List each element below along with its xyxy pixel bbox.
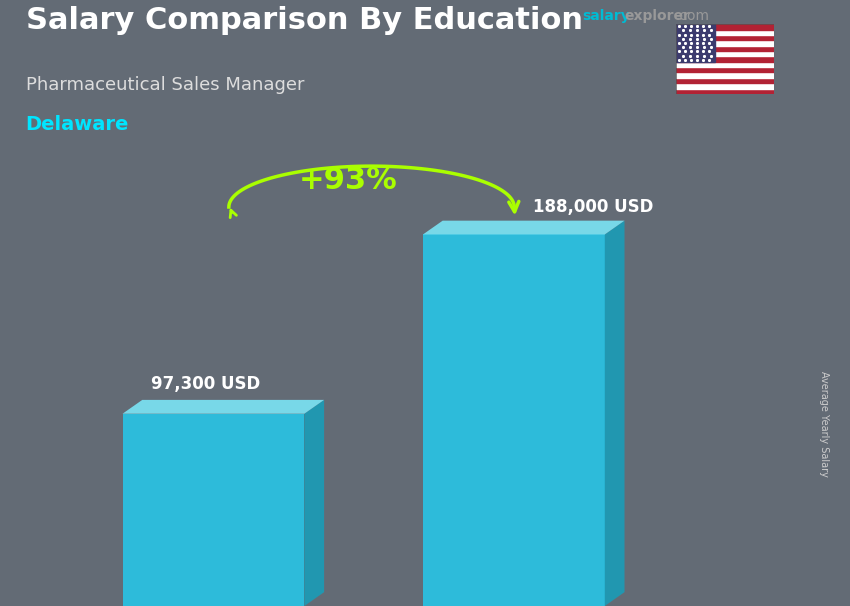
Text: Pharmaceutical Sales Manager: Pharmaceutical Sales Manager — [26, 76, 304, 94]
Bar — [676, 45, 774, 51]
Bar — [676, 30, 774, 35]
Text: Salary Comparison By Education: Salary Comparison By Education — [26, 6, 582, 35]
Bar — [676, 67, 774, 73]
Text: salary: salary — [582, 9, 630, 23]
Text: .com: .com — [676, 9, 710, 23]
Bar — [676, 88, 774, 94]
Bar — [676, 83, 774, 88]
Polygon shape — [423, 221, 625, 235]
Text: Delaware: Delaware — [26, 115, 129, 134]
Text: 188,000 USD: 188,000 USD — [533, 198, 653, 216]
Polygon shape — [122, 400, 324, 414]
Bar — [676, 35, 774, 41]
Text: Average Yearly Salary: Average Yearly Salary — [819, 371, 829, 477]
Bar — [676, 51, 774, 56]
Bar — [676, 24, 715, 62]
Polygon shape — [604, 221, 625, 606]
Text: 97,300 USD: 97,300 USD — [151, 375, 260, 393]
Text: explorer: explorer — [625, 9, 690, 23]
Bar — [676, 62, 774, 67]
Polygon shape — [304, 400, 324, 606]
Bar — [676, 41, 774, 45]
Bar — [676, 78, 774, 83]
Bar — [676, 56, 774, 62]
Bar — [676, 24, 774, 30]
Polygon shape — [423, 235, 604, 606]
Bar — [676, 73, 774, 78]
Polygon shape — [122, 414, 304, 606]
Text: +93%: +93% — [298, 166, 397, 195]
